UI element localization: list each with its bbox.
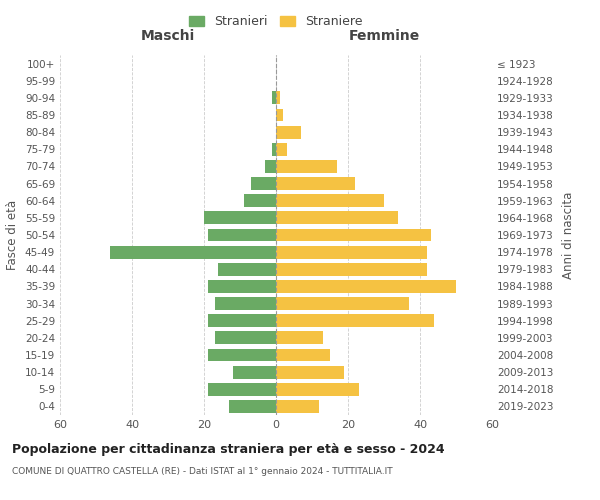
Bar: [208, 280, 276, 293]
Bar: [218, 263, 276, 276]
Bar: [215, 297, 276, 310]
Bar: [229, 400, 276, 413]
Bar: [251, 177, 276, 190]
Bar: [276, 143, 287, 156]
Bar: [276, 194, 384, 207]
Bar: [276, 348, 330, 362]
Y-axis label: Anni di nascita: Anni di nascita: [562, 192, 575, 278]
Bar: [276, 366, 344, 378]
Bar: [276, 177, 355, 190]
Bar: [276, 383, 359, 396]
Bar: [233, 366, 276, 378]
Legend: Stranieri, Straniere: Stranieri, Straniere: [185, 11, 367, 32]
Bar: [244, 194, 276, 207]
Bar: [276, 228, 431, 241]
Bar: [265, 160, 276, 173]
Bar: [276, 126, 301, 138]
Bar: [215, 332, 276, 344]
Bar: [208, 383, 276, 396]
Bar: [276, 160, 337, 173]
Bar: [272, 92, 276, 104]
Bar: [208, 314, 276, 327]
Bar: [276, 246, 427, 258]
Text: Femmine: Femmine: [349, 29, 419, 43]
Bar: [276, 212, 398, 224]
Text: Maschi: Maschi: [141, 29, 195, 43]
Bar: [276, 280, 456, 293]
Text: COMUNE DI QUATTRO CASTELLA (RE) - Dati ISTAT al 1° gennaio 2024 - TUTTITALIA.IT: COMUNE DI QUATTRO CASTELLA (RE) - Dati I…: [12, 468, 392, 476]
Bar: [276, 332, 323, 344]
Bar: [276, 314, 434, 327]
Bar: [276, 92, 280, 104]
Bar: [276, 263, 427, 276]
Bar: [276, 400, 319, 413]
Bar: [272, 143, 276, 156]
Bar: [110, 246, 276, 258]
Bar: [208, 228, 276, 241]
Bar: [204, 212, 276, 224]
Y-axis label: Fasce di età: Fasce di età: [7, 200, 19, 270]
Text: Popolazione per cittadinanza straniera per età e sesso - 2024: Popolazione per cittadinanza straniera p…: [12, 442, 445, 456]
Bar: [208, 348, 276, 362]
Bar: [276, 297, 409, 310]
Bar: [276, 108, 283, 122]
